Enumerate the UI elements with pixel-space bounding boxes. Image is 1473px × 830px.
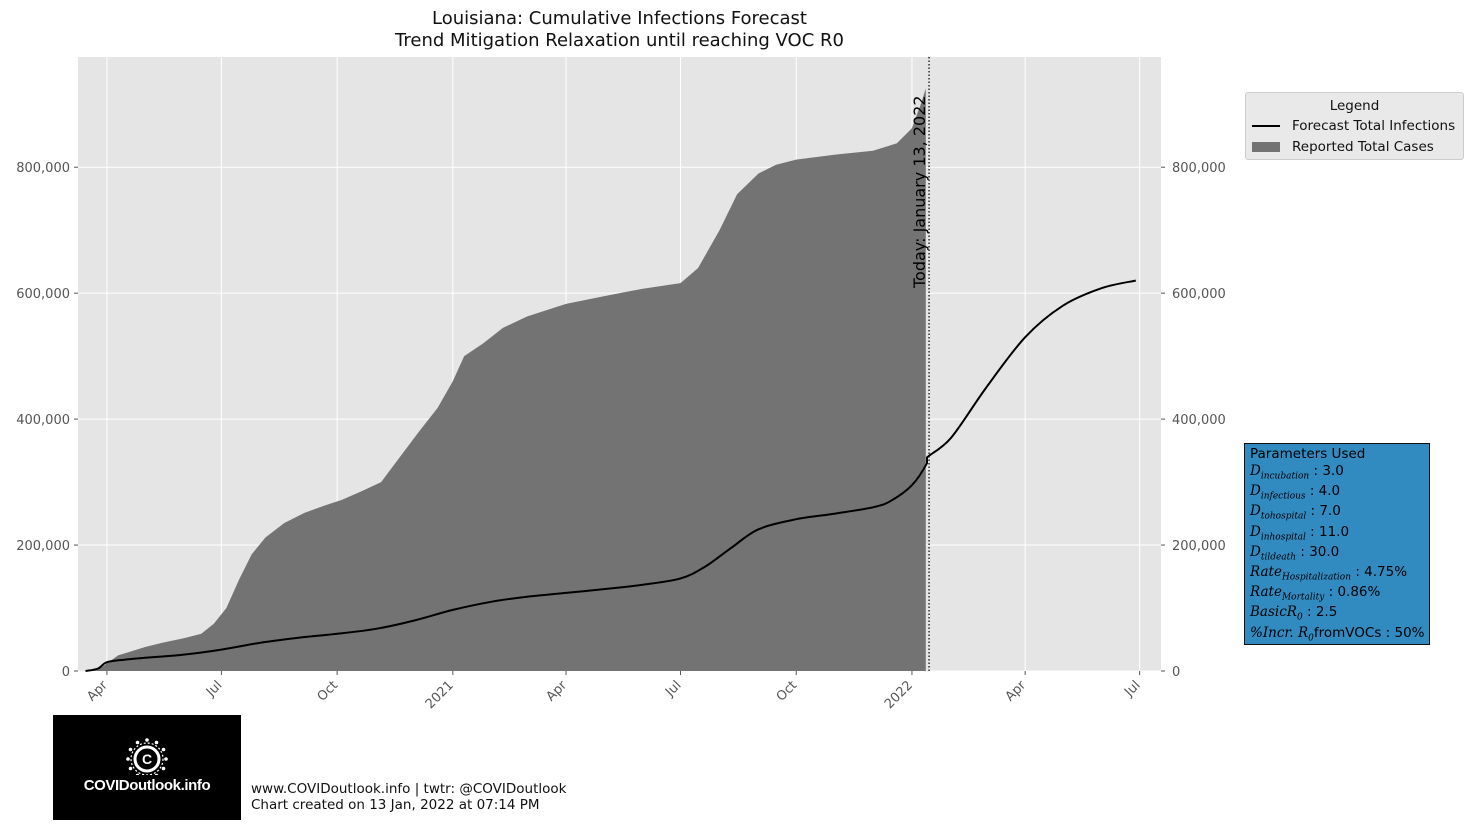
x-axis: Apr Jul Oct 2021 Apr Jul Oct 2022 Apr Jul [84, 671, 1144, 712]
today-label: Today: January 13, 2022 [910, 95, 929, 289]
x-tick-label: 2021 [423, 678, 457, 712]
legend-line-swatch [1252, 125, 1280, 127]
y-tick-label: 800,000 [1172, 161, 1226, 176]
parameter-item: RateMortality : 0.86% [1250, 584, 1381, 603]
x-tick-label: Oct [774, 678, 801, 705]
legend-item-forecast: Forecast Total Infections [1252, 117, 1455, 135]
y-axis-right: 0 200,000 400,000 600,000 800,000 [1161, 161, 1226, 680]
parameter-item: RateHospitalization : 4.75% [1250, 564, 1408, 583]
legend-item-reported: Reported Total Cases [1252, 138, 1434, 156]
parameters-box: Parameters Used Dincubation : 3.0 Dinfect… [1244, 443, 1430, 645]
y-tick-label: 600,000 [1172, 287, 1226, 302]
y-tick-label: 200,000 [1172, 539, 1226, 554]
y-tick-label: 800,000 [16, 161, 70, 176]
legend-label-forecast: Forecast Total Infections [1292, 118, 1456, 134]
reported-cases-area [78, 88, 926, 671]
chart-subtitle: Trend Mitigation Relaxation until reachi… [395, 30, 844, 51]
y-tick-label: 400,000 [1172, 413, 1226, 428]
y-tick-label: 200,000 [16, 539, 70, 554]
logo-text: COVIDoutlook.info [83, 777, 211, 794]
virus-icon: C [126, 738, 168, 775]
parameter-item: Dtildeath : 30.0 [1250, 543, 1340, 563]
x-tick-label: Jul [662, 678, 684, 700]
x-tick-label: Apr [544, 678, 571, 705]
x-tick-label: 2022 [882, 678, 916, 712]
x-tick-label: Jul [1121, 678, 1143, 700]
legend: Legend Forecast Total Infections Reporte… [1245, 92, 1464, 160]
forecast-infections-line [85, 279, 1137, 672]
y-tick-label: 0 [1172, 665, 1180, 680]
legend-label-reported: Reported Total Cases [1292, 139, 1434, 155]
parameter-item: BasicR0 : 2.5 [1250, 604, 1338, 624]
logo: C COVIDoutlook.info [53, 715, 241, 820]
x-tick-label: Oct [315, 678, 342, 705]
y-tick-label: 600,000 [16, 287, 70, 302]
y-tick-label: 400,000 [16, 413, 70, 428]
chart-title: Louisiana: Cumulative Infections Forecas… [432, 8, 807, 29]
parameter-item: %Incr. R0fromVOCs : 50% [1250, 624, 1425, 644]
x-tick-label: Apr [1003, 678, 1030, 705]
x-tick-label: Jul [203, 678, 225, 700]
footer-line-1: www.COVIDoutlook.info | twtr: @COVIDoutl… [251, 781, 567, 797]
legend-patch-swatch [1252, 142, 1280, 152]
legend-title: Legend [1329, 98, 1380, 114]
footer-line-2: Chart created on 13 Jan, 2022 at 07:14 P… [251, 797, 540, 813]
parameter-item: Dtohospital : 7.0 [1250, 503, 1341, 523]
y-axis-left: 0 200,000 400,000 600,000 800,000 [16, 161, 78, 680]
svg-text:C: C [142, 751, 152, 767]
parameter-item: Dinhospital : 11.0 [1250, 523, 1350, 543]
parameter-item: Dinfectious : 4.0 [1250, 483, 1341, 502]
parameters-title: Parameters Used [1250, 446, 1366, 462]
y-tick-label: 0 [62, 665, 70, 680]
parameter-item: Dincubation : 3.0 [1250, 463, 1344, 482]
x-tick-label: Apr [84, 678, 111, 705]
